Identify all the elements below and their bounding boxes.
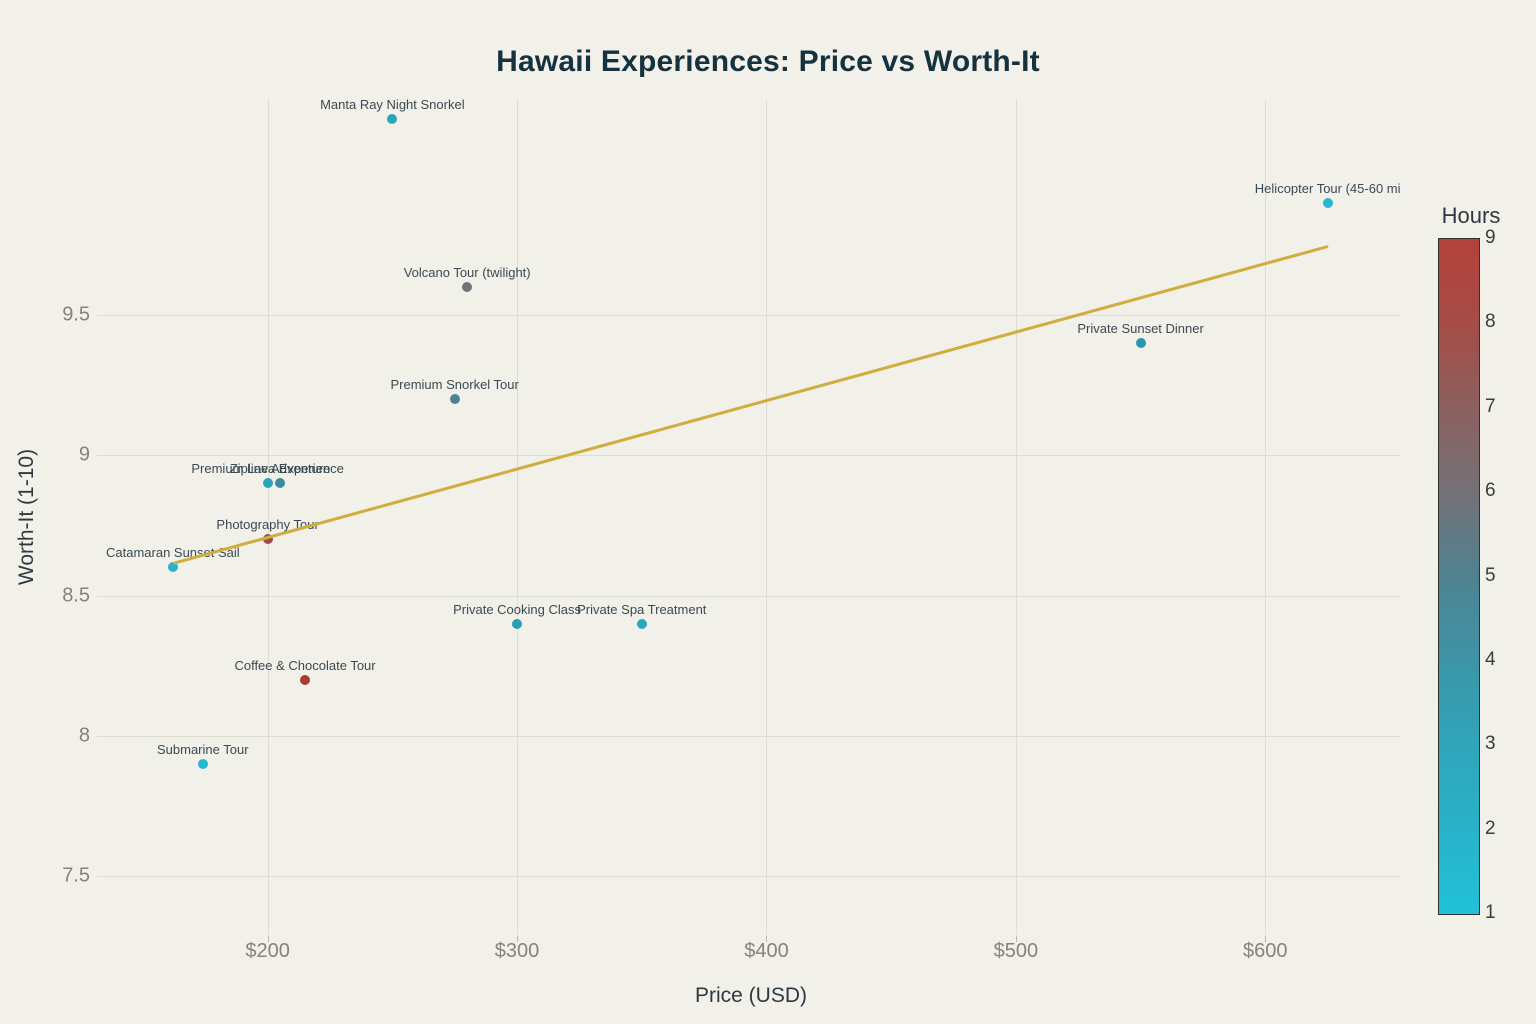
colorbar-tick-label: 8 <box>1485 311 1496 333</box>
x-gridline <box>517 99 519 935</box>
data-point[interactable] <box>387 113 398 124</box>
y-gridline <box>97 876 1400 878</box>
chart-title: Hawaii Experiences: Price vs Worth-It <box>496 45 1040 78</box>
data-point-label: Private Cooking Class <box>453 601 581 617</box>
colorbar-tick-label: 2 <box>1485 817 1496 839</box>
x-gridline <box>1015 99 1017 935</box>
data-point-label: Catamaran Sunset Sail <box>105 545 240 561</box>
data-point[interactable] <box>275 478 286 489</box>
data-point[interactable] <box>262 534 273 545</box>
x-tick-label: $500 <box>993 940 1039 962</box>
data-point[interactable] <box>512 618 523 629</box>
colorbar-gradient <box>1438 238 1480 915</box>
data-point-label: Private Sunset Dinner <box>1077 321 1204 337</box>
colorbar-tick-label: 6 <box>1485 480 1496 502</box>
data-point[interactable] <box>167 562 178 573</box>
x-tick-mark <box>766 936 768 942</box>
data-point-label: Manta Ray Night Snorkel <box>320 96 465 112</box>
x-gridline <box>766 99 768 935</box>
y-tick-label: 8.5 <box>62 584 90 607</box>
colorbar-title: Hours <box>1441 203 1501 228</box>
colorbar-tick-label: 1 <box>1485 902 1496 923</box>
x-axis-title: Price (USD) <box>694 984 808 1007</box>
data-point[interactable] <box>636 618 647 629</box>
data-point-label: Premium Lava Experience <box>191 461 344 477</box>
y-tick-label: 9 <box>78 443 90 466</box>
data-point[interactable] <box>462 281 473 292</box>
x-gridline <box>1265 99 1267 935</box>
colorbar-tick-label: 9 <box>1485 227 1496 248</box>
x-tick-label: $300 <box>494 940 540 962</box>
x-tick-mark <box>517 936 519 942</box>
data-point[interactable] <box>449 394 460 405</box>
data-point[interactable] <box>300 674 311 685</box>
x-tick-label: $400 <box>744 940 789 962</box>
data-point[interactable] <box>262 478 273 489</box>
x-tick-label: $600 <box>1243 940 1288 962</box>
colorbar-tick-label: 5 <box>1485 564 1496 586</box>
y-gridline <box>97 595 1400 597</box>
data-point[interactable] <box>1135 338 1146 349</box>
y-tick-label: 8 <box>78 724 90 747</box>
x-tick-mark <box>267 936 269 942</box>
x-tick-mark <box>1265 936 1267 942</box>
y-gridline <box>97 315 1400 316</box>
colorbar-tick-label: 7 <box>1485 395 1496 417</box>
data-point-label: Zipline Adventure <box>229 461 331 477</box>
data-point-label: Helicopter Tour (45-60 mi <box>1254 180 1401 196</box>
data-point-label: Volcano Tour (twilight) <box>403 264 531 280</box>
data-point-label: Premium Snorkel Tour <box>390 377 519 393</box>
colorbar-tick-label: 3 <box>1485 733 1496 755</box>
data-point[interactable] <box>197 758 208 769</box>
data-point-label: Coffee & Chocolate Tour <box>234 657 376 673</box>
y-tick-label: 7.5 <box>62 864 90 887</box>
x-tick-label: $200 <box>245 940 290 962</box>
data-point[interactable] <box>1322 197 1333 208</box>
y-tick-label: 9.5 <box>62 303 90 326</box>
colorbar-tick-label: 4 <box>1485 648 1496 670</box>
x-gridline <box>267 99 269 935</box>
y-gridline <box>97 455 1400 457</box>
y-axis-title: Worth-It (1-10) <box>15 448 38 586</box>
y-gridline <box>97 735 1400 737</box>
trendline <box>172 244 1329 565</box>
x-tick-mark <box>1015 936 1017 942</box>
data-point-label: Submarine Tour <box>156 741 249 757</box>
data-point-label: Private Spa Treatment <box>577 601 707 617</box>
